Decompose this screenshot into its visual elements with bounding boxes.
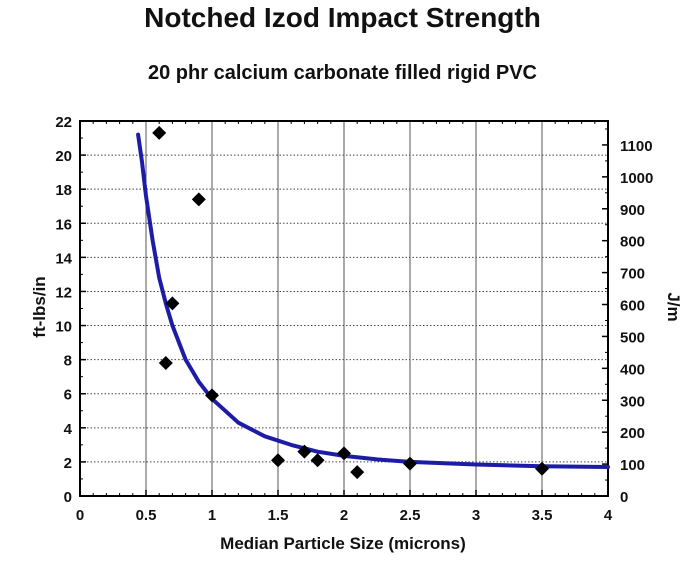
y2-tick-label: 0 [620,489,628,506]
x-tick-label: 2 [340,507,348,524]
y2-tick-label: 400 [620,361,645,378]
x-axis-label: Median Particle Size (microns) [220,534,466,553]
y-tick-label: 20 [55,148,72,165]
y-tick-label: 10 [55,319,72,336]
y2-tick-label: 800 [620,234,645,251]
x-axis-ticks: 0 0.5 1 1.5 2 2.5 3 3.5 4 [76,121,613,524]
x-tick-label: 3 [472,507,480,524]
x-tick-label: 4 [604,507,613,524]
y-tick-label: 2 [64,455,72,472]
y2-tick-label: 300 [620,393,645,410]
y-tick-label: 16 [55,216,72,233]
data-point-diamond [191,192,206,207]
data-point-diamond [350,465,365,480]
chart-subtitle: 20 phr calcium carbonate filled rigid PV… [148,62,537,84]
y2-tick-label: 500 [620,329,645,346]
data-point-diamond [337,446,351,461]
x-tick-label: 1 [208,507,216,524]
chart-title: Notched Izod Impact Strength [144,2,541,33]
data-point-diamond [297,444,312,459]
y2-tick-label: 1000 [620,170,653,187]
y-axis-right-label: J/m [664,292,683,321]
y-tick-label: 12 [55,284,72,301]
x-tick-label: 2.5 [400,507,421,524]
series [136,125,610,480]
x-tick-label: 0.5 [136,507,157,524]
x-tick-label: 1.5 [268,507,289,524]
y-tick-label: 22 [55,114,72,131]
data-point-diamond [310,453,325,468]
y-tick-label: 0 [64,489,72,506]
data-point-diamond [271,453,285,468]
y-tick-label: 18 [55,182,72,199]
y-tick-label: 4 [64,421,73,438]
data-point-diamond [158,356,173,371]
y2-tick-label: 900 [620,202,645,219]
y2-tick-label: 1100 [620,138,653,155]
y-axis-left-label: ft-lbs/in [30,276,49,337]
data-point-diamond [165,296,180,311]
y2-tick-label: 200 [620,425,645,442]
data-point-diamond [205,388,219,403]
y-tick-label: 14 [55,250,72,267]
data-point-diamond [403,456,417,471]
y-tick-label: 6 [64,387,72,404]
x-tick-label: 0 [76,507,84,524]
y-axis-left-ticks: 0 2 4 6 8 10 12 14 16 18 20 22 [55,114,86,506]
y-axis-right-ticks: 0 100 200 300 400 500 600 700 800 900 1000 1100 [602,128,653,506]
data-point-diamond [535,461,549,476]
grid-lines [80,121,608,496]
y2-tick-label: 700 [620,266,645,283]
y2-tick-label: 100 [620,457,645,474]
x-tick-label: 3.5 [532,507,553,524]
y2-tick-label: 600 [620,298,645,315]
fit-curve-line [136,132,610,469]
data-point-diamond [152,125,167,140]
y-tick-label: 8 [64,353,72,370]
